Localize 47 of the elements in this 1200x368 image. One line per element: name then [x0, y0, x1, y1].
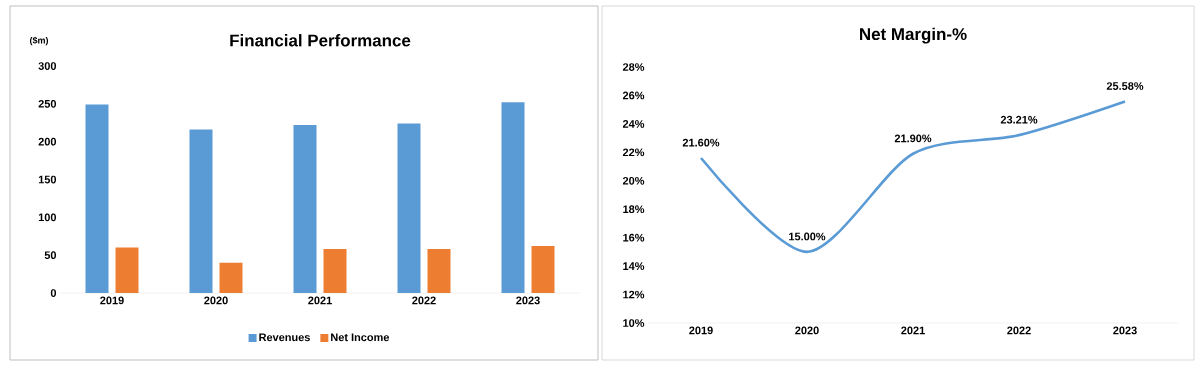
data-label: 15.00%	[789, 232, 826, 241]
y-tick-label: 12%	[623, 290, 645, 299]
x-tick-label: 2023	[1113, 326, 1137, 335]
y-tick-label: 50	[44, 251, 57, 260]
bar	[531, 246, 555, 293]
y-tick-label: 26%	[622, 91, 645, 100]
y-tick-label: 150	[38, 175, 57, 184]
bar	[219, 262, 243, 293]
bar	[115, 247, 139, 293]
data-label: 21.60%	[682, 138, 720, 147]
y-tick-label: 20%	[622, 176, 645, 185]
y-tick-label: 0	[50, 289, 57, 297]
y-tick-label: 10%	[623, 319, 645, 327]
bar	[85, 104, 109, 293]
chart-title: Financial Performance	[230, 34, 411, 47]
bar	[397, 123, 421, 293]
x-tick-label: 2021	[308, 296, 332, 305]
bar	[323, 249, 347, 293]
y-tick-label: 28%	[622, 63, 645, 71]
x-tick-label: 2019	[689, 326, 713, 335]
y-tick-label: 18%	[623, 205, 645, 214]
x-tick-label: 2021	[901, 326, 925, 335]
y-tick-label: 22%	[622, 148, 645, 157]
y-axis-title: ($m)	[30, 36, 49, 46]
data-label: 21.90%	[894, 134, 932, 143]
y-tick-label: 24%	[622, 120, 645, 128]
legend-label: Net Income	[331, 333, 390, 342]
data-label: 23.21%	[1000, 115, 1038, 124]
y-tick-label: 300	[38, 62, 57, 70]
x-tick-label: 2020	[795, 326, 819, 335]
bar	[501, 102, 525, 293]
x-tick-label: 2023	[516, 296, 540, 305]
x-tick-label: 2022	[1007, 326, 1031, 335]
y-tick-label: 16%	[623, 233, 645, 242]
x-tick-label: 2022	[412, 296, 436, 305]
y-tick-label: 14%	[623, 262, 645, 270]
x-tick-label: 2020	[204, 296, 228, 305]
legend-label: Revenues	[259, 333, 310, 342]
bar	[189, 129, 213, 293]
y-tick-label: 250	[38, 99, 57, 108]
bar	[293, 125, 317, 293]
chart-title: Net Margin-%	[860, 27, 967, 44]
bar	[427, 249, 451, 293]
y-tick-label: 100	[38, 213, 57, 222]
data-label: 25.58%	[1106, 82, 1144, 90]
y-tick-label: 200	[38, 137, 57, 146]
x-tick-label: 2019	[100, 296, 124, 305]
